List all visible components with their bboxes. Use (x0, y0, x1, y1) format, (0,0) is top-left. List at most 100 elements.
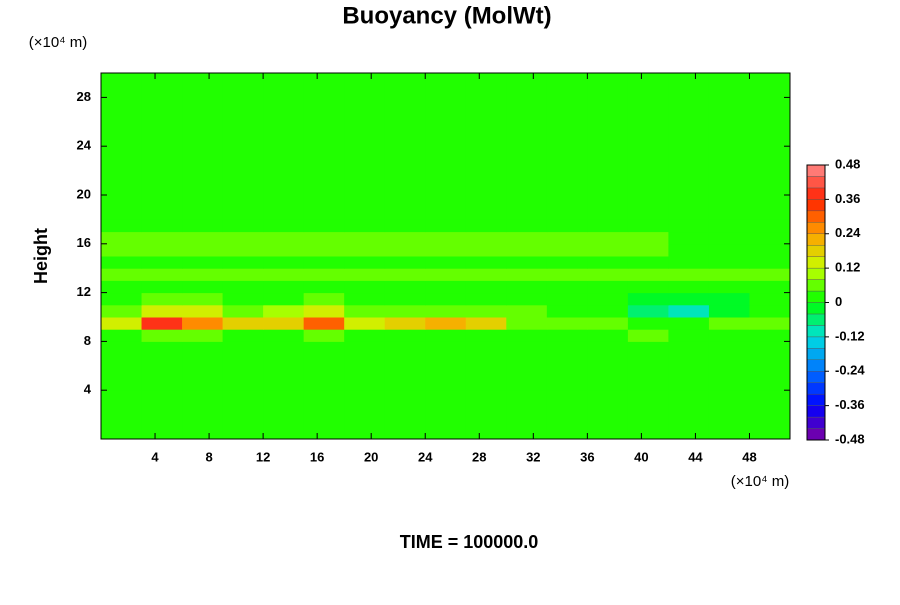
heatmap-cell (141, 256, 183, 269)
colorbar-band (806, 336, 826, 349)
heatmap-cell (101, 256, 143, 269)
heatmap-cell (303, 292, 345, 306)
heatmap-cell (222, 243, 264, 257)
heatmap-cell (303, 219, 345, 233)
heatmap-cell (263, 304, 305, 318)
heatmap-cell (344, 219, 386, 233)
heatmap-cell (627, 329, 669, 342)
heatmap-cell (101, 329, 143, 342)
heatmap-cell (384, 317, 426, 330)
heatmap-cell (627, 256, 669, 269)
heatmap-cell (263, 73, 305, 220)
heatmap-cell (425, 317, 467, 330)
y-tick-label: 8 (84, 333, 91, 348)
heatmap-cell (465, 280, 507, 294)
y-tick-label: 12 (77, 284, 91, 299)
heatmap-cell (627, 219, 669, 233)
heatmap-cell (303, 317, 345, 330)
colorbar-tick-label: 0.48 (835, 156, 860, 171)
colorbar-tick-label: -0.24 (835, 363, 865, 378)
heatmap-cell (303, 390, 345, 440)
heatmap-cell (344, 292, 386, 306)
heatmap-cell (101, 243, 143, 257)
x-tick-label: 44 (688, 449, 703, 464)
heatmap-cell (465, 390, 507, 440)
heatmap-cell (263, 341, 305, 391)
heatmap-cell (101, 268, 143, 281)
heatmap-cell (425, 243, 467, 257)
heatmap-cell (546, 256, 588, 269)
heatmap-cell (222, 280, 264, 294)
colorbar-tick-label: -0.48 (835, 431, 865, 446)
heatmap-cell (506, 329, 548, 342)
heatmap-cell (303, 341, 345, 391)
heatmap-cell (708, 219, 750, 233)
heatmap-cell (465, 219, 507, 233)
heatmap-cell (749, 280, 791, 294)
heatmap-cell (344, 256, 386, 269)
x-tick-label: 20 (364, 449, 378, 464)
colorbar-band (806, 245, 826, 257)
colorbar-tick-label: -0.36 (835, 397, 865, 412)
heatmap-cell (627, 231, 669, 245)
colorbar-band (806, 371, 826, 383)
heatmap-cell (101, 304, 143, 318)
x-tick-label: 32 (526, 449, 540, 464)
heatmap-cell (182, 256, 224, 269)
heatmap-cell (222, 219, 264, 233)
heatmap-cell (708, 231, 750, 245)
heatmap-cell (182, 390, 224, 440)
heatmap-cell (668, 341, 710, 391)
y-unit: (×10⁴ m) (29, 34, 88, 51)
heatmap-cell (668, 280, 710, 294)
heatmap-cell (141, 390, 183, 440)
heatmap-cell (749, 317, 791, 330)
heatmap-cell (668, 268, 710, 281)
heatmap-cell (384, 329, 426, 342)
heatmap-cell (344, 73, 386, 220)
heatmap-cell (101, 280, 143, 294)
chart-title: Buoyancy (MolWt) (342, 2, 551, 29)
colorbar-band (806, 267, 826, 280)
heatmap-cell (141, 317, 183, 330)
heatmap-cell (506, 317, 548, 330)
plot-frame (100, 72, 791, 440)
heatmap-cell (708, 317, 750, 330)
heatmap-cell (587, 256, 629, 269)
colorbar-band (806, 348, 826, 360)
heatmap-cell (749, 304, 791, 318)
heatmap-cell (182, 73, 224, 220)
heatmap-cell (587, 304, 629, 318)
heatmap-cell (425, 341, 467, 391)
colorbar-band (806, 233, 826, 246)
heatmap (101, 73, 791, 440)
heatmap-cell (263, 292, 305, 306)
heatmap-cell (465, 292, 507, 306)
heatmap-cell (141, 292, 183, 306)
heatmap-cell (506, 341, 548, 391)
heatmap-cell (465, 329, 507, 342)
heatmap-cell (425, 304, 467, 318)
heatmap-cell (303, 268, 345, 281)
heatmap-cell (101, 219, 143, 233)
heatmap-cell (708, 341, 750, 391)
heatmap-cell (546, 73, 588, 220)
heatmap-cell (546, 341, 588, 391)
heatmap-cell (749, 390, 791, 440)
heatmap-cell (425, 268, 467, 281)
heatmap-cell (344, 231, 386, 245)
heatmap-cell (708, 256, 750, 269)
heatmap-cell (344, 317, 386, 330)
heatmap-cell (141, 304, 183, 318)
heatmap-cell (587, 268, 629, 281)
heatmap-cell (222, 341, 264, 391)
colorbar-band (806, 393, 826, 406)
heatmap-cell (627, 268, 669, 281)
heatmap-cell (222, 292, 264, 306)
heatmap-cell (384, 268, 426, 281)
heatmap-cell (546, 304, 588, 318)
heatmap-cell (425, 256, 467, 269)
heatmap-cell (182, 341, 224, 391)
heatmap-cell (668, 317, 710, 330)
